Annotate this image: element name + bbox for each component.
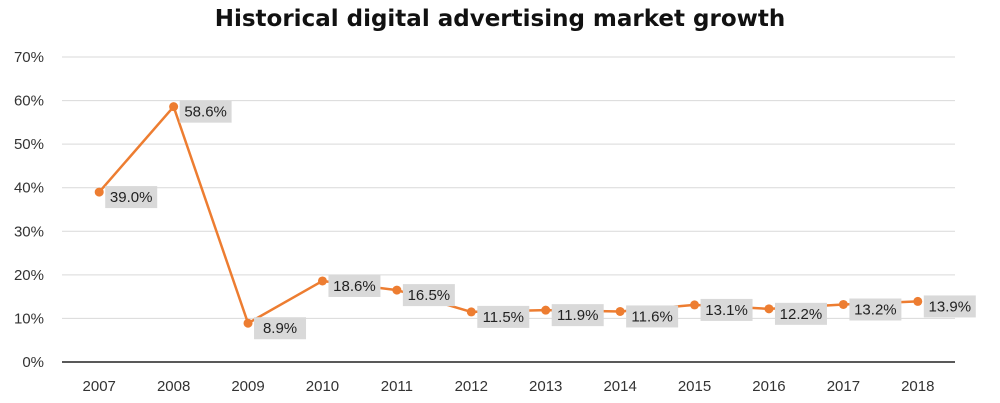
data-point bbox=[392, 285, 402, 295]
data-point bbox=[169, 102, 179, 112]
x-tick-label: 2018 bbox=[901, 378, 934, 395]
x-tick-label: 2008 bbox=[157, 378, 190, 395]
y-tick-label: 70% bbox=[14, 49, 44, 66]
data-label: 18.6% bbox=[333, 278, 376, 295]
data-labels: 39.0% 58.6% 8.9% 18.6% 16.5% 11.5% 11.9% 11.6% 1… bbox=[105, 100, 976, 340]
data-label-box bbox=[402, 284, 455, 307]
y-tick-label: 0% bbox=[22, 354, 44, 371]
data-point bbox=[615, 306, 625, 316]
data-point bbox=[466, 307, 476, 317]
x-axis-ticks: 2007 2008 2009 2010 2011 2012 2013 2014 2015 2016… bbox=[83, 378, 935, 395]
x-tick-label: 2013 bbox=[529, 378, 562, 395]
data-label: 13.1% bbox=[705, 302, 748, 319]
data-label-box bbox=[254, 317, 307, 340]
data-label-box bbox=[328, 274, 381, 297]
data-label-box bbox=[923, 295, 976, 318]
x-tick-label: 2016 bbox=[752, 378, 785, 395]
data-label: 12.2% bbox=[780, 306, 823, 323]
data-label-box bbox=[179, 100, 232, 123]
x-tick-label: 2011 bbox=[381, 378, 413, 395]
x-tick-label: 2009 bbox=[231, 378, 264, 395]
data-label: 11.9% bbox=[557, 307, 598, 324]
y-tick-label: 30% bbox=[14, 223, 44, 240]
y-tick-label: 40% bbox=[14, 180, 44, 197]
y-tick-label: 60% bbox=[14, 93, 44, 110]
x-tick-label: 2014 bbox=[603, 378, 636, 395]
data-label: 11.6% bbox=[631, 308, 672, 325]
data-point bbox=[764, 304, 774, 314]
y-tick-label: 20% bbox=[14, 267, 44, 284]
data-point bbox=[913, 296, 923, 306]
series-line bbox=[94, 102, 923, 328]
data-label: 16.5% bbox=[408, 287, 451, 304]
data-label-box bbox=[774, 302, 827, 325]
data-point bbox=[541, 305, 551, 315]
data-label: 58.6% bbox=[184, 104, 227, 121]
data-label-box bbox=[551, 304, 604, 327]
data-point bbox=[243, 318, 253, 328]
x-tick-label: 2007 bbox=[83, 378, 116, 395]
data-label-box bbox=[626, 305, 679, 328]
data-point bbox=[690, 300, 700, 310]
data-label: 39.0% bbox=[110, 189, 153, 206]
data-point bbox=[317, 276, 327, 286]
x-tick-label: 2012 bbox=[455, 378, 488, 395]
y-axis-ticks: 0% 10% 20% 30% 40% 50% 60% 70% bbox=[14, 49, 44, 371]
data-label: 13.9% bbox=[929, 298, 972, 315]
data-label: 8.9% bbox=[263, 320, 297, 337]
x-tick-label: 2010 bbox=[306, 378, 339, 395]
data-label: 13.2% bbox=[854, 301, 897, 318]
y-tick-label: 10% bbox=[14, 310, 44, 327]
series-polyline bbox=[98, 105, 918, 325]
data-label-box bbox=[700, 298, 753, 321]
data-label-box bbox=[105, 186, 158, 209]
x-tick-label: 2017 bbox=[827, 378, 860, 395]
data-point bbox=[94, 187, 104, 197]
data-label-box bbox=[477, 305, 530, 328]
y-tick-label: 50% bbox=[14, 136, 44, 153]
data-point bbox=[838, 299, 848, 309]
data-label-box bbox=[849, 298, 902, 321]
data-label: 11.5% bbox=[483, 309, 524, 326]
chart-title: Historical digital advertising market gr… bbox=[214, 6, 786, 32]
x-tick-label: 2015 bbox=[678, 378, 711, 395]
gridlines bbox=[62, 56, 955, 319]
